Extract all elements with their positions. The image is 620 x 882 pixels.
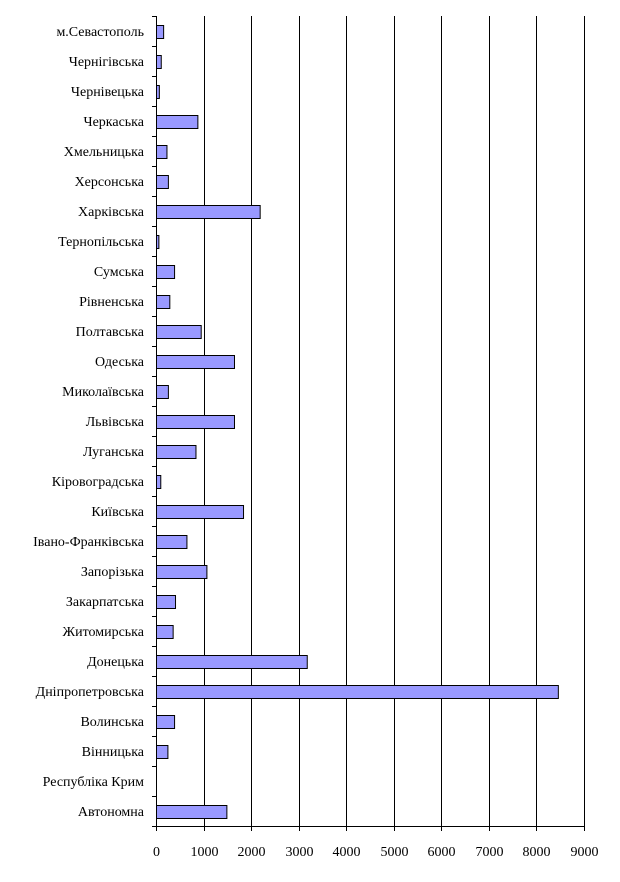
- bar-22: [156, 685, 559, 699]
- category-label-0: м.Севастополь: [56, 25, 144, 40]
- bar-12: [156, 385, 169, 399]
- category-label-19: Закарпатська: [66, 595, 145, 610]
- category-labels: м.Севастополь Чернігівська Чернівецька Черк…: [33, 25, 145, 820]
- bar-17: [156, 535, 188, 549]
- category-label-22: Дніпропетровська: [36, 685, 145, 700]
- bar-0: [156, 25, 165, 39]
- bar-20: [156, 625, 174, 639]
- category-label-2: Чернівецька: [71, 85, 145, 100]
- bar-6: [156, 205, 261, 219]
- category-label-21: Донецька: [87, 655, 145, 670]
- category-label-7: Тернопільська: [58, 235, 145, 250]
- x-tick-labels: 0 1000 2000 3000 4000 5000 6000 7000 8000 9000: [153, 845, 599, 860]
- category-label-11: Одеська: [95, 355, 145, 370]
- category-label-17: Івано-Франківська: [33, 535, 145, 550]
- axes: [152, 16, 585, 831]
- x-tick-label-0: 0: [153, 845, 160, 860]
- category-label-24: Вінницька: [82, 745, 145, 760]
- category-label-1: Чернігівська: [69, 55, 145, 70]
- x-tick-label-1: 1000: [191, 845, 219, 860]
- category-label-8: Сумська: [94, 265, 145, 280]
- bar-21: [156, 655, 308, 669]
- bar-5: [156, 175, 169, 189]
- bar-14: [156, 445, 197, 459]
- category-label-20: Житомирська: [63, 625, 145, 640]
- category-label-25: Республіка Крим: [43, 775, 144, 790]
- bar-23: [156, 715, 176, 729]
- x-tick-label-2: 2000: [238, 845, 266, 860]
- category-label-14: Луганська: [83, 445, 145, 460]
- x-tick-label-8: 8000: [523, 845, 551, 860]
- bar-3: [156, 115, 199, 129]
- x-tick-label-3: 3000: [286, 845, 314, 860]
- bar-11: [156, 355, 235, 369]
- bar-19: [156, 595, 177, 609]
- category-label-18: Запорізька: [81, 565, 145, 580]
- bar-18: [156, 565, 208, 579]
- category-label-10: Полтавська: [76, 325, 145, 340]
- bar-26: [156, 805, 228, 819]
- bar-24: [156, 745, 169, 759]
- x-tick-label-7: 7000: [476, 845, 504, 860]
- bar-15: [156, 475, 162, 489]
- category-label-6: Харківська: [78, 205, 145, 220]
- category-label-9: Рівненська: [79, 295, 145, 310]
- bar-9: [156, 295, 171, 309]
- bar-1: [156, 55, 162, 69]
- category-label-13: Львівська: [86, 415, 145, 430]
- category-label-16: Київська: [91, 505, 144, 520]
- bar-13: [156, 415, 235, 429]
- category-label-5: Херсонська: [75, 175, 145, 190]
- bars: [156, 25, 559, 819]
- x-tick-label-4: 4000: [333, 845, 361, 860]
- gridlines: [204, 16, 585, 826]
- x-tick-label-5: 5000: [381, 845, 409, 860]
- category-label-26: Автономна: [78, 805, 145, 820]
- category-label-4: Хмельницька: [64, 145, 145, 160]
- bar-8: [156, 265, 176, 279]
- x-tick-label-6: 6000: [428, 845, 456, 860]
- bar-4: [156, 145, 168, 159]
- category-label-23: Волинська: [80, 715, 144, 730]
- category-label-15: Кіровоградська: [52, 475, 145, 490]
- x-tick-label-9: 9000: [571, 845, 599, 860]
- category-label-3: Черкаська: [83, 115, 144, 130]
- category-label-12: Миколаївська: [62, 385, 145, 400]
- bar-16: [156, 505, 245, 519]
- bar-10: [156, 325, 202, 339]
